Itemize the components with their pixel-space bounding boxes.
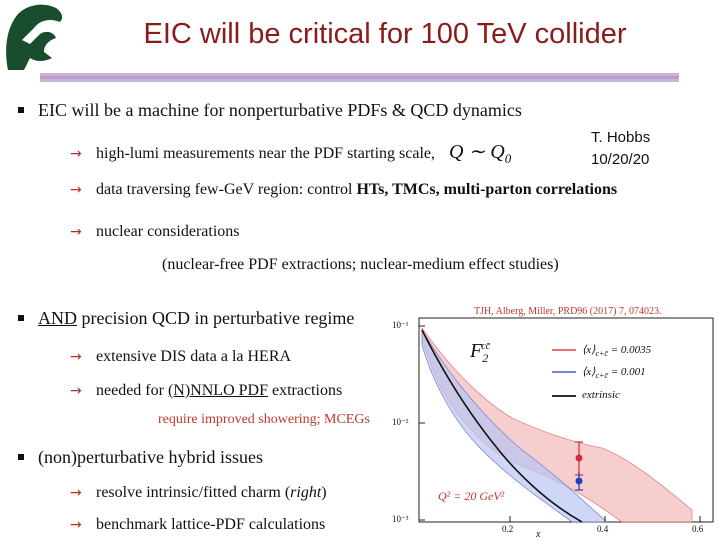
spartan-helmet-logo xyxy=(6,4,63,70)
title-underline-accent xyxy=(40,76,679,79)
bullet-square xyxy=(18,314,24,321)
band-blue xyxy=(421,328,608,523)
slide-title: EIC will be critical for 100 TeV collide… xyxy=(143,18,627,50)
bullet-1-sub-2-text: data traversing few-GeV region: control xyxy=(96,181,357,198)
legend-red-value: = 0.0035 xyxy=(610,344,652,356)
legend-blue-label: ⟨x⟩ xyxy=(582,366,596,378)
bullet-2-text: precision QCD in perturbative regime xyxy=(77,308,355,328)
bullet-3-text: (non)perturbative hybrid issues xyxy=(38,447,263,467)
bullet-3: (non)perturbative hybrid issues xyxy=(18,447,263,468)
bullet-3-sub-2: → benchmark lattice-PDF calculations xyxy=(70,516,325,534)
arrow-icon: → xyxy=(70,146,82,162)
author-date: 10/20/20 xyxy=(591,151,650,168)
legend-item-black: extrinsic xyxy=(582,389,620,401)
f2-label: F2cc̄ xyxy=(470,340,497,366)
legend-item-blue: ⟨x⟩c+c̄ = 0.001 xyxy=(582,365,646,380)
charm-structure-function-plot: TJH, Alberg, Miller, PRD96 (2017) 7, 074… xyxy=(392,300,720,540)
bullet-1-sub-1: → high-lumi measurements near the PDF sta… xyxy=(70,139,511,167)
bullet-3-sub-1-italic: right xyxy=(290,484,322,501)
x-tick-label-1: 0.4 xyxy=(597,524,609,534)
arrow-icon: → xyxy=(70,485,82,501)
bullet-3-sub-1: → resolve intrinsic/fitted charm (right) xyxy=(70,484,327,502)
arrow-icon: → xyxy=(70,349,82,365)
author-name: T. Hobbs xyxy=(591,129,651,146)
f2-label-main: F xyxy=(470,340,483,362)
f2-label-sup: cc̄ xyxy=(481,341,491,353)
bullet-2: AND precision QCD in perturbative regime xyxy=(18,308,354,329)
legend-item-red: ⟨x⟩c+c̄ = 0.0035 xyxy=(582,343,651,358)
bullet-1-text: EIC will be a machine for nonperturbativ… xyxy=(38,100,522,120)
bullet-2-sub-2: → needed for (N)NNLO PDF extractions xyxy=(70,382,342,400)
arrow-icon: → xyxy=(70,182,82,198)
q-math-sub: 0 xyxy=(504,151,512,166)
y-tick-label-2: 10⁻³ xyxy=(392,514,409,524)
figure-citation: TJH, Alberg, Miller, PRD96 (2017) 7, 074… xyxy=(474,306,662,317)
bullet-2-sub-2-underlined: (N)NNLO PDF xyxy=(167,382,268,399)
bullet-3-sub-1-pre: resolve intrinsic/fitted charm ( xyxy=(96,484,291,501)
x-tick-label-2: 0.6 xyxy=(692,524,704,534)
bullet-1-sub-3-text: nuclear considerations xyxy=(96,223,240,240)
legend-blue-value: = 0.001 xyxy=(610,366,646,378)
bullet-1-note: (nuclear-free PDF extractions; nuclear-m… xyxy=(162,256,559,273)
bullet-1-sub-2: → data traversing few-GeV region: control… xyxy=(70,181,617,199)
bullet-2-sub-2-pre: needed for xyxy=(96,382,168,399)
legend-blue-sub: c+c̄ xyxy=(595,371,608,381)
red-data-point xyxy=(575,454,583,462)
bullet-square xyxy=(18,106,24,113)
bullet-2-sub-2-post: extractions xyxy=(267,382,343,399)
bullet-2-note: require improved showering; MCEGs xyxy=(158,412,370,427)
q-math-text: Q ∼ Q xyxy=(449,141,505,163)
x-axis-label: x xyxy=(536,529,541,540)
arrow-icon: → xyxy=(70,383,82,399)
bullet-3-sub-1-post: ) xyxy=(321,484,327,501)
q-math: Q ∼ Q0 xyxy=(449,141,512,166)
bullet-1-sub-2-bold: HTs, TMCs, multi-parton correlations xyxy=(356,181,618,198)
plot-frame xyxy=(418,317,714,523)
arrow-icon: → xyxy=(70,517,82,533)
q2-label: Q² = 20 GeV² xyxy=(438,489,505,503)
plot-svg xyxy=(418,317,714,523)
bullet-1-sub-3: → nuclear considerations xyxy=(70,223,240,241)
y-tick-label-0: 10⁻¹ xyxy=(392,320,409,330)
bullet-1-sub-1-text: high-lumi measurements near the PDF star… xyxy=(96,145,436,162)
bullet-2-sub-1: → extensive DIS data a la HERA xyxy=(70,348,291,366)
blue-data-point xyxy=(575,477,583,485)
author-block: T. Hobbs 10/20/20 xyxy=(591,127,650,171)
bullet-3-sub-2-text: benchmark lattice-PDF calculations xyxy=(96,516,326,533)
bullet-2-and: AND xyxy=(38,308,77,328)
extrinsic-curve xyxy=(421,329,583,523)
legend-red-sub: c+c̄ xyxy=(595,349,608,359)
arrow-icon: → xyxy=(70,224,82,240)
y-tick-label-1: 10⁻² xyxy=(392,417,409,427)
bullet-square xyxy=(18,453,24,460)
bullet-1: EIC will be a machine for nonperturbativ… xyxy=(18,100,522,121)
f2-label-sub: 2 xyxy=(482,351,489,365)
legend-red-label: ⟨x⟩ xyxy=(582,344,596,356)
bullet-2-sub-1-text: extensive DIS data a la HERA xyxy=(96,348,292,365)
x-tick-label-0: 0.2 xyxy=(502,524,514,534)
